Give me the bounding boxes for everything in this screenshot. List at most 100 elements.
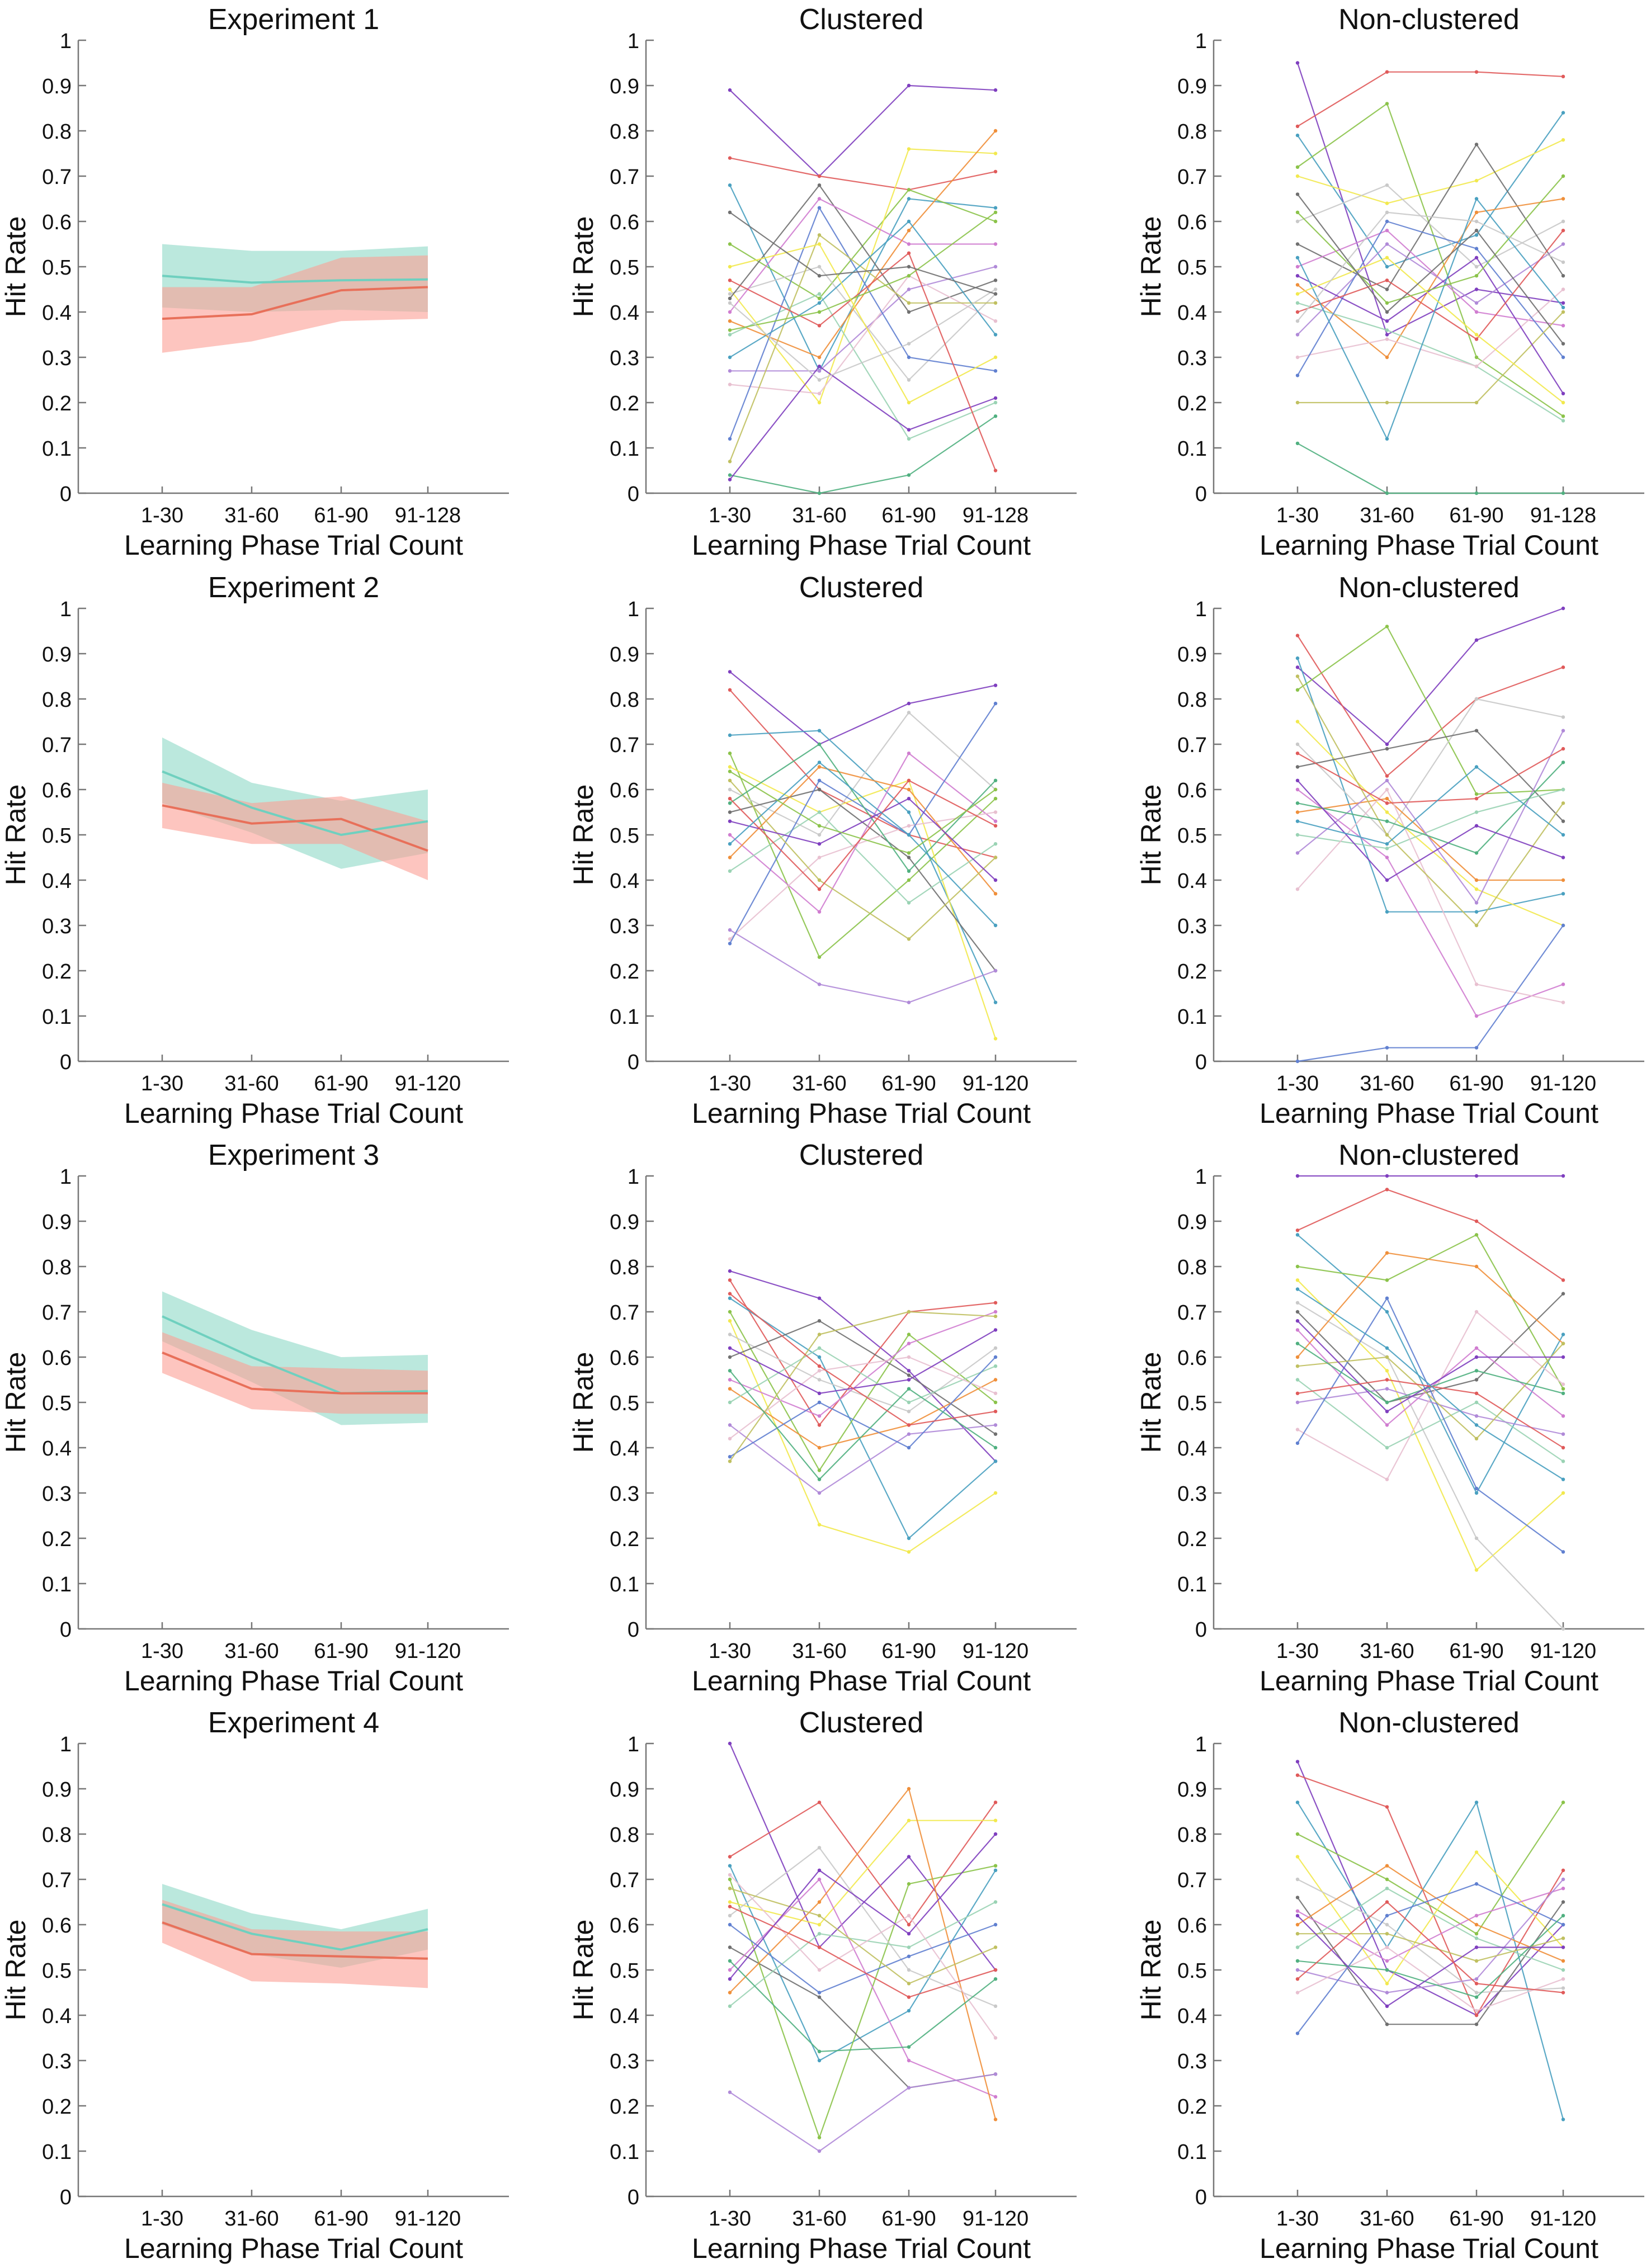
x-tick-label: 1-30 [141,1072,183,1095]
participant-point [728,210,732,214]
x-tick-label: 91-120 [1530,2207,1596,2231]
participant-point [1474,229,1479,233]
participant-point [1295,1328,1300,1332]
participant-point [1561,1801,1565,1804]
participant-point [1474,1801,1479,1804]
participant-point [1385,1991,1389,1995]
participant-point [1561,138,1565,142]
participant-point [1474,982,1479,986]
participant-point [1295,1264,1300,1269]
y-axis-label: Hit Rate [0,1920,31,2021]
participant-point [1561,1432,1565,1436]
participant-point [1385,264,1389,269]
participant-point [993,88,998,92]
y-tick-label: 0.4 [610,301,639,325]
participant-point [817,1468,822,1472]
participant-point [993,1868,998,1872]
participant-point [728,1355,732,1359]
participant-line [1297,176,1564,304]
y-tick-label: 0.2 [1177,1528,1207,1551]
participant-point [1474,1355,1479,1359]
y-tick-label: 0.6 [1177,1346,1207,1370]
participant-line [1297,1897,1564,2025]
participant-point [1474,1219,1479,1223]
participant-line [1297,139,1564,204]
participant-point [728,1423,732,1427]
participant-line [1297,1343,1564,1440]
participant-line [1297,625,1564,795]
participant-point [1561,1477,1565,1481]
participant-point [993,2095,998,2099]
participant-point [993,278,998,282]
participant-point [907,1882,911,1886]
y-tick-label: 0.3 [42,347,72,370]
participant-point [993,1491,998,1495]
participant-point [1295,1319,1300,1323]
chart-panel-exp2-nonclustered: Non-clustered 0 0.1 0.2 0.3 0.4 0.5 0.6 0.7 0.8 0.… [1135,571,1644,1129]
participant-point [1474,1945,1479,1949]
participant-point [1561,1977,1565,1981]
participant-point [817,1414,822,1418]
participant-point [1474,1264,1479,1269]
participant-point [1295,656,1300,660]
participant-point [907,264,911,269]
y-tick-label: 0.5 [42,1392,72,1415]
participant-point [1295,778,1300,783]
participant-point [817,400,822,405]
participant-point [1385,833,1389,837]
participant-point [907,1355,911,1359]
participant-point [1474,2023,1479,2026]
participant-point [817,378,822,382]
participant-point [728,869,732,873]
participant-point [1385,310,1389,314]
participant-point [993,2004,998,2008]
y-tick-label: 0.4 [610,2005,639,2028]
participant-point [1295,765,1300,769]
participant-point [728,1437,732,1440]
y-tick-label: 0.7 [42,734,72,757]
y-tick-label: 0.8 [1177,688,1207,712]
participant-point [1474,1391,1479,1395]
participant-point [1561,1922,1565,1927]
participant-point [728,1269,732,1273]
x-tick-label: 61-90 [314,2207,368,2231]
y-tick-label: 0 [628,1618,639,1642]
x-tick-label: 91-120 [395,1639,461,1663]
participant-point [1474,2009,1479,2013]
participant-line [729,811,996,904]
x-tick-label: 1-30 [1276,2207,1319,2231]
participant-point [817,1445,822,1450]
participant-point [1295,688,1300,692]
y-axis-label: Hit Rate [568,1920,599,2021]
participant-line [1297,230,1564,341]
participant-point [907,1333,911,1336]
y-tick-label: 0.6 [610,1914,639,1938]
participant-point [1385,1922,1389,1927]
x-axis-label: Learning Phase Trial Count [1260,530,1598,561]
participant-point [1385,2023,1389,2026]
participant-line [1297,102,1564,417]
participant-point [728,733,732,738]
x-tick-label: 61-90 [881,2207,936,2231]
x-tick-label: 61-90 [1449,1072,1503,1095]
participant-point [1561,174,1565,178]
participant-point [1295,1174,1300,1178]
y-tick-label: 0.9 [42,643,72,667]
participant-point [728,1945,732,1949]
participant-point [1385,1913,1389,1917]
participant-point [728,819,732,823]
participant-point [993,2072,998,2076]
mean-line-nonclustered [162,1921,428,1960]
participant-point [728,382,732,386]
participant-line [1297,1915,1564,1998]
participant-point [907,1369,911,1373]
y-tick-label: 0.3 [610,2050,639,2073]
y-tick-label: 1 [60,1165,72,1189]
participant-point [1474,1982,1479,1986]
y-tick-label: 0.1 [1177,1573,1207,1596]
participant-point [1295,1932,1300,1936]
x-axis-label: Learning Phase Trial Count [124,2233,463,2264]
participant-line [729,1801,996,1926]
participant-point [1561,1959,1565,1963]
